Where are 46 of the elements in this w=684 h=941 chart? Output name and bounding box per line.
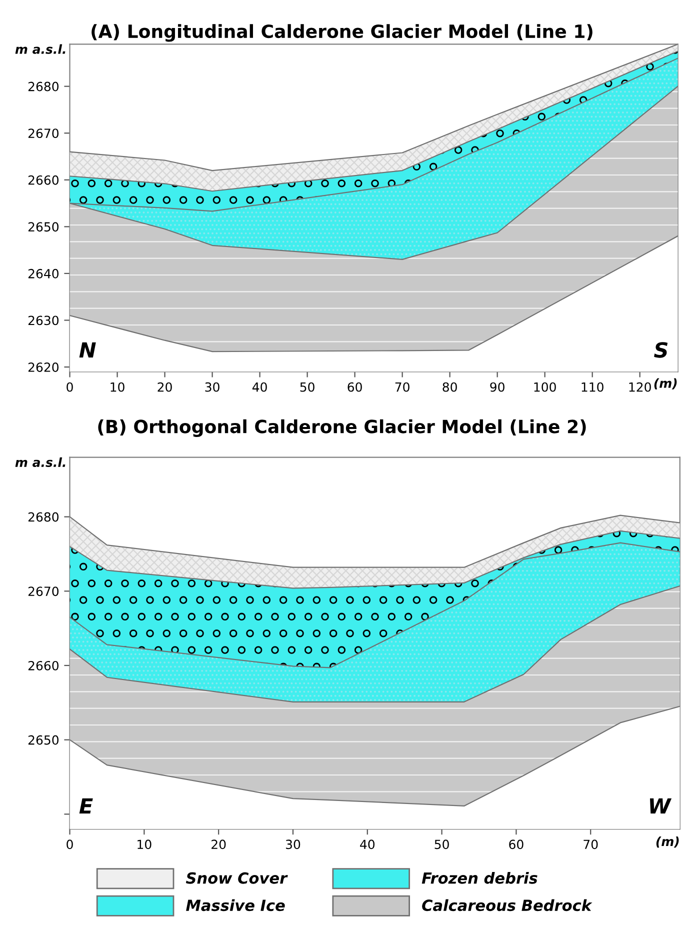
x-tick-label: 20 bbox=[212, 840, 226, 850]
y-tick-label: 2630 bbox=[28, 316, 59, 326]
annotation: N bbox=[79, 342, 96, 358]
x-tick-label: 30 bbox=[205, 382, 220, 392]
x-tick-label: 30 bbox=[286, 840, 300, 850]
x-tick-label: 10 bbox=[138, 840, 152, 850]
y-tick-label: 2680 bbox=[28, 82, 59, 92]
y-axis-title: m a.s.l. bbox=[15, 457, 66, 467]
x-tick-label: 20 bbox=[158, 382, 172, 392]
x-tick-label: 50 bbox=[300, 382, 314, 392]
y-tick-label: 2660 bbox=[28, 660, 59, 670]
x-tick-label: 70 bbox=[395, 382, 410, 392]
y-tick-label: 2650 bbox=[28, 735, 59, 745]
x-tick-label: 40 bbox=[252, 382, 267, 392]
x-tick-label: 110 bbox=[582, 382, 604, 392]
x-tick-label: 0 bbox=[66, 840, 73, 850]
annotation: W bbox=[650, 798, 672, 814]
x-axis-title: (m) bbox=[656, 836, 679, 848]
y-tick-label: 2660 bbox=[28, 175, 59, 185]
legend-label: Massive Ice bbox=[186, 899, 285, 912]
x-tick-label: 120 bbox=[629, 382, 651, 392]
y-tick-label: 2640 bbox=[28, 268, 59, 278]
x-tick-label: 90 bbox=[490, 382, 504, 392]
y-tick-label: 2670 bbox=[28, 128, 59, 138]
x-tick-label: 60 bbox=[509, 840, 524, 850]
x-tick-label: 10 bbox=[110, 382, 124, 392]
x-tick-label: 50 bbox=[434, 840, 449, 850]
x-axis-title: (m) bbox=[654, 378, 677, 390]
x-tick-label: 80 bbox=[442, 382, 457, 392]
x-tick-label: 0 bbox=[66, 382, 73, 392]
y-axis-title: m a.s.l. bbox=[15, 44, 66, 54]
x-tick-label: 40 bbox=[360, 840, 375, 850]
y-tick-label: 2670 bbox=[28, 586, 59, 596]
legend-label: Frozen debris bbox=[422, 872, 538, 884]
x-tick-label: 100 bbox=[534, 382, 556, 392]
chart-title: (B) Orthogonal Calderone Glacier Model (Line 2) bbox=[98, 419, 586, 437]
chart-title: (A) Longitudinal Calderone Glacier Model (Line 1) bbox=[92, 24, 592, 42]
x-tick-label: 60 bbox=[348, 382, 362, 392]
x-tick-label: 70 bbox=[584, 840, 598, 850]
legend-label: Snow Cover bbox=[186, 872, 288, 884]
y-tick-label: 2620 bbox=[28, 362, 59, 372]
annotation: E bbox=[79, 798, 93, 814]
legend-label: Calcareous Bedrock bbox=[422, 899, 592, 912]
y-tick-label: 2650 bbox=[28, 222, 59, 232]
y-tick-label: 2680 bbox=[28, 512, 59, 522]
annotation: S bbox=[654, 342, 668, 358]
